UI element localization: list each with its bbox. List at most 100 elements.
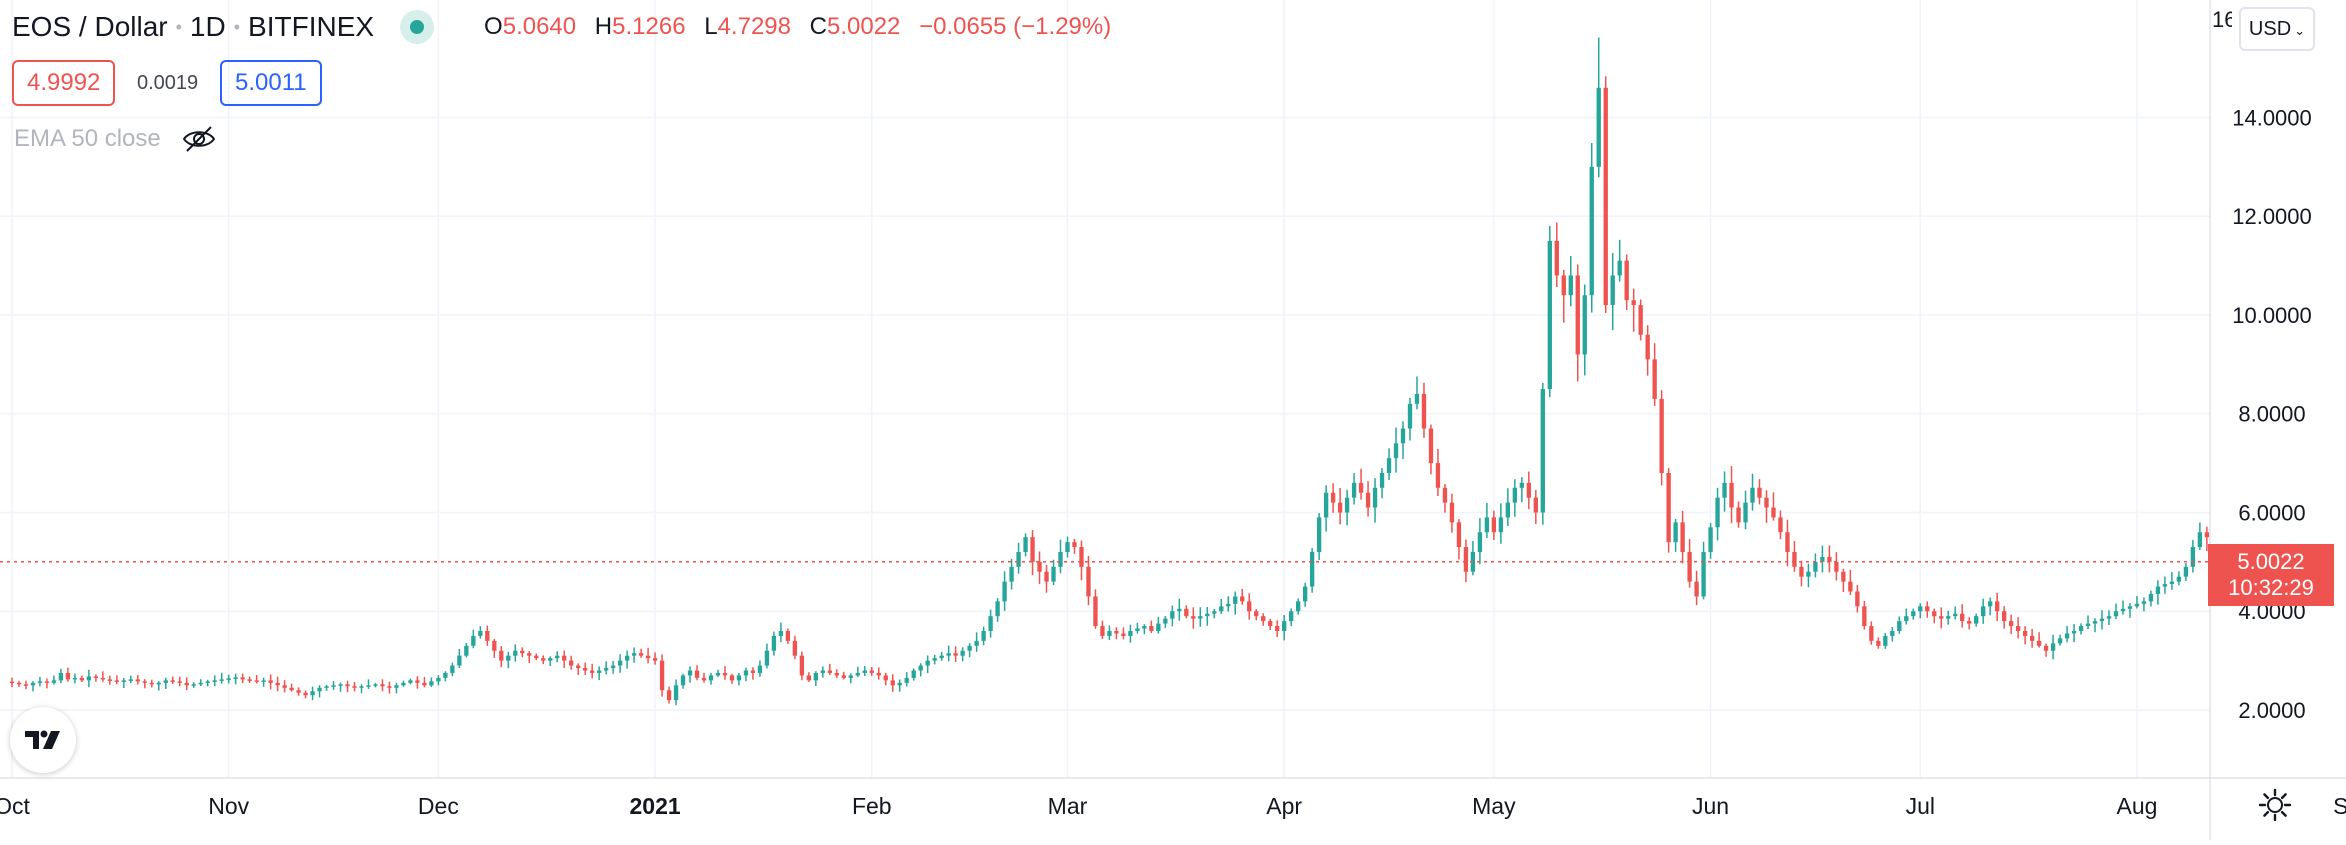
candle	[1652, 343, 1657, 406]
candle-body	[569, 660, 574, 666]
candle	[631, 647, 637, 663]
exchange-label[interactable]: BITFINEX	[248, 11, 375, 42]
candle	[603, 661, 609, 675]
candle-body	[254, 680, 259, 682]
candle	[324, 684, 329, 691]
candle	[387, 681, 392, 694]
candle	[1023, 533, 1028, 557]
candle-body	[729, 675, 735, 681]
candle-body	[1561, 275, 1566, 296]
time-axis[interactable]	[0, 778, 2346, 840]
candle	[1722, 471, 1727, 512]
candle	[163, 677, 168, 689]
candle	[9, 677, 15, 688]
candle	[1988, 597, 1993, 616]
candle	[841, 671, 846, 680]
candle-body	[1302, 586, 1308, 602]
candle-body	[401, 682, 406, 686]
candle	[1358, 468, 1364, 500]
candle	[729, 673, 735, 684]
candle-body	[16, 682, 22, 685]
candle	[44, 678, 50, 689]
candle	[1037, 551, 1042, 584]
candle-body	[743, 670, 749, 676]
candle-body	[268, 680, 273, 683]
sell-price-button[interactable]: 4.9992	[12, 60, 116, 106]
candle	[1715, 487, 1720, 541]
candle-body	[1512, 487, 1518, 503]
candle-body	[1316, 517, 1322, 552]
candle	[359, 684, 364, 694]
candle-body	[1289, 611, 1294, 622]
eye-off-icon[interactable]	[181, 124, 217, 154]
candle-body	[135, 679, 140, 682]
candle-body	[1114, 630, 1119, 634]
price-axis[interactable]	[2210, 0, 2346, 840]
candle-body	[422, 682, 427, 686]
candle-body	[911, 670, 916, 678]
candle	[1547, 225, 1552, 398]
candle-body	[624, 655, 630, 661]
candle	[1876, 637, 1881, 649]
candle-body	[1617, 260, 1622, 276]
candle-body	[1072, 542, 1077, 548]
candle	[1785, 519, 1790, 567]
candle-body	[1365, 492, 1371, 508]
candle	[1470, 541, 1476, 576]
time-tick-label: Feb	[852, 793, 892, 819]
candle	[1645, 325, 1650, 376]
candle	[1708, 522, 1713, 559]
candle	[610, 661, 616, 674]
candle-body	[1449, 502, 1455, 523]
candle-body	[436, 677, 441, 682]
candle-body	[114, 680, 120, 682]
candle	[1058, 539, 1063, 574]
candle	[1757, 479, 1762, 505]
candle-body	[1547, 240, 1552, 390]
candle	[1904, 608, 1909, 625]
candle-body	[1491, 517, 1497, 533]
time-tick-label: Dec	[418, 793, 459, 819]
candle-body	[946, 653, 951, 656]
candle	[2057, 634, 2063, 646]
candle-body	[1275, 626, 1280, 631]
candle-body	[457, 655, 462, 666]
buy-price-button[interactable]: 5.0011	[220, 60, 322, 106]
symbol-name[interactable]: EOS / Dollar	[12, 11, 168, 42]
candle	[2036, 632, 2042, 648]
candle-body	[2176, 576, 2182, 582]
candle	[394, 682, 399, 694]
candle	[499, 646, 504, 668]
last-price-value: 5.0022	[2237, 549, 2305, 574]
candle-body	[1554, 240, 1559, 276]
candle-body	[687, 670, 693, 676]
candle-body	[1205, 613, 1210, 617]
candle-body	[876, 672, 881, 676]
candle-body	[1918, 606, 1923, 612]
candle-body	[813, 672, 819, 681]
candle-body	[233, 677, 238, 679]
currency-selector[interactable]: USD ⌄	[2239, 7, 2315, 51]
candle	[345, 680, 350, 693]
candle	[2176, 571, 2182, 586]
candle-body	[1848, 581, 1853, 592]
candle	[1282, 614, 1287, 641]
tradingview-logo-icon[interactable]	[10, 707, 76, 773]
candle-body	[1177, 608, 1182, 612]
indicator-legend[interactable]: EMA 50 close	[14, 124, 217, 154]
interval-label[interactable]: 1D	[189, 11, 226, 42]
candle-body	[1414, 393, 1420, 404]
candle-body	[191, 684, 196, 686]
candle-body	[785, 630, 791, 641]
candle	[1316, 513, 1322, 561]
market-status-icon[interactable]	[400, 10, 435, 44]
settings-gear-icon[interactable]	[2258, 788, 2292, 827]
candle	[1002, 571, 1007, 611]
candle-body	[2050, 643, 2056, 651]
candle	[1184, 605, 1189, 619]
candle	[541, 655, 546, 665]
candle	[2050, 634, 2056, 660]
candle	[478, 626, 483, 639]
